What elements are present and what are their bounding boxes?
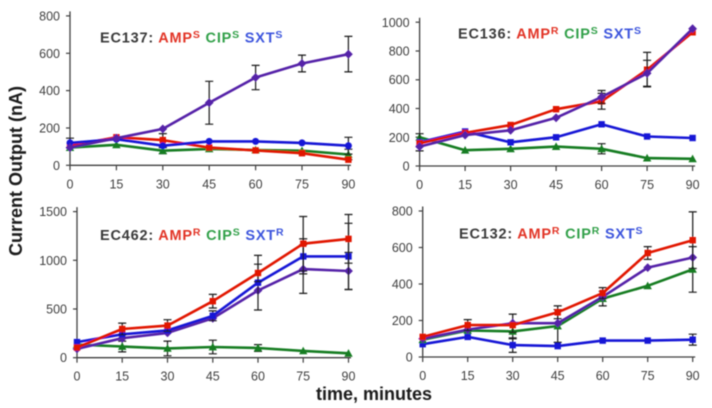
svg-text:600: 600 bbox=[392, 241, 413, 255]
svg-text:0: 0 bbox=[60, 351, 67, 365]
svg-text:0: 0 bbox=[419, 369, 426, 383]
svg-text:time, minutes: time, minutes bbox=[316, 384, 432, 404]
svg-text:75: 75 bbox=[295, 177, 309, 191]
svg-text:1000: 1000 bbox=[39, 254, 67, 268]
svg-text:45: 45 bbox=[202, 177, 216, 191]
svg-text:90: 90 bbox=[686, 369, 700, 383]
svg-text:1500: 1500 bbox=[39, 205, 67, 219]
svg-text:0: 0 bbox=[416, 178, 423, 192]
svg-text:60: 60 bbox=[249, 177, 263, 191]
svg-text:45: 45 bbox=[549, 178, 563, 192]
svg-text:45: 45 bbox=[551, 369, 565, 383]
svg-text:15: 15 bbox=[458, 178, 472, 192]
svg-text:0: 0 bbox=[403, 160, 410, 174]
svg-text:EC132: AMPR CIPR SXTS: EC132: AMPR CIPR SXTS bbox=[459, 225, 643, 243]
svg-text:200: 200 bbox=[389, 131, 410, 145]
svg-text:800: 800 bbox=[389, 45, 410, 59]
svg-text:15: 15 bbox=[461, 369, 475, 383]
svg-text:0: 0 bbox=[67, 177, 74, 191]
svg-text:90: 90 bbox=[342, 370, 356, 384]
svg-text:500: 500 bbox=[46, 303, 67, 317]
svg-text:60: 60 bbox=[595, 178, 609, 192]
svg-text:400: 400 bbox=[39, 84, 60, 98]
svg-text:1000: 1000 bbox=[382, 16, 410, 30]
svg-text:EC137: AMPS CIPS SXTS: EC137: AMPS CIPS SXTS bbox=[100, 29, 283, 47]
svg-text:30: 30 bbox=[504, 178, 518, 192]
svg-text:EC136: AMPR CIPS SXTS: EC136: AMPR CIPS SXTS bbox=[458, 25, 642, 43]
svg-text:75: 75 bbox=[640, 178, 654, 192]
svg-text:0: 0 bbox=[53, 159, 60, 173]
svg-text:30: 30 bbox=[161, 370, 175, 384]
svg-text:Current Output (nA): Current Output (nA) bbox=[6, 86, 26, 256]
svg-text:400: 400 bbox=[389, 102, 410, 116]
svg-text:600: 600 bbox=[39, 47, 60, 61]
svg-text:45: 45 bbox=[206, 370, 220, 384]
svg-text:30: 30 bbox=[506, 369, 520, 383]
svg-text:75: 75 bbox=[641, 369, 655, 383]
svg-text:15: 15 bbox=[109, 177, 123, 191]
svg-text:EC462: AMPR CIPS SXTR: EC462: AMPR CIPS SXTR bbox=[100, 227, 284, 245]
svg-text:800: 800 bbox=[39, 9, 60, 23]
svg-text:400: 400 bbox=[392, 278, 413, 292]
svg-text:600: 600 bbox=[389, 73, 410, 87]
svg-text:800: 800 bbox=[392, 205, 413, 219]
svg-text:75: 75 bbox=[296, 370, 310, 384]
svg-text:90: 90 bbox=[341, 177, 355, 191]
svg-text:0: 0 bbox=[74, 370, 81, 384]
svg-text:30: 30 bbox=[156, 177, 170, 191]
svg-text:15: 15 bbox=[115, 370, 129, 384]
svg-text:90: 90 bbox=[686, 178, 700, 192]
svg-text:60: 60 bbox=[596, 369, 610, 383]
svg-text:200: 200 bbox=[392, 314, 413, 328]
svg-text:0: 0 bbox=[406, 351, 413, 365]
svg-text:200: 200 bbox=[39, 122, 60, 136]
svg-text:60: 60 bbox=[251, 370, 265, 384]
